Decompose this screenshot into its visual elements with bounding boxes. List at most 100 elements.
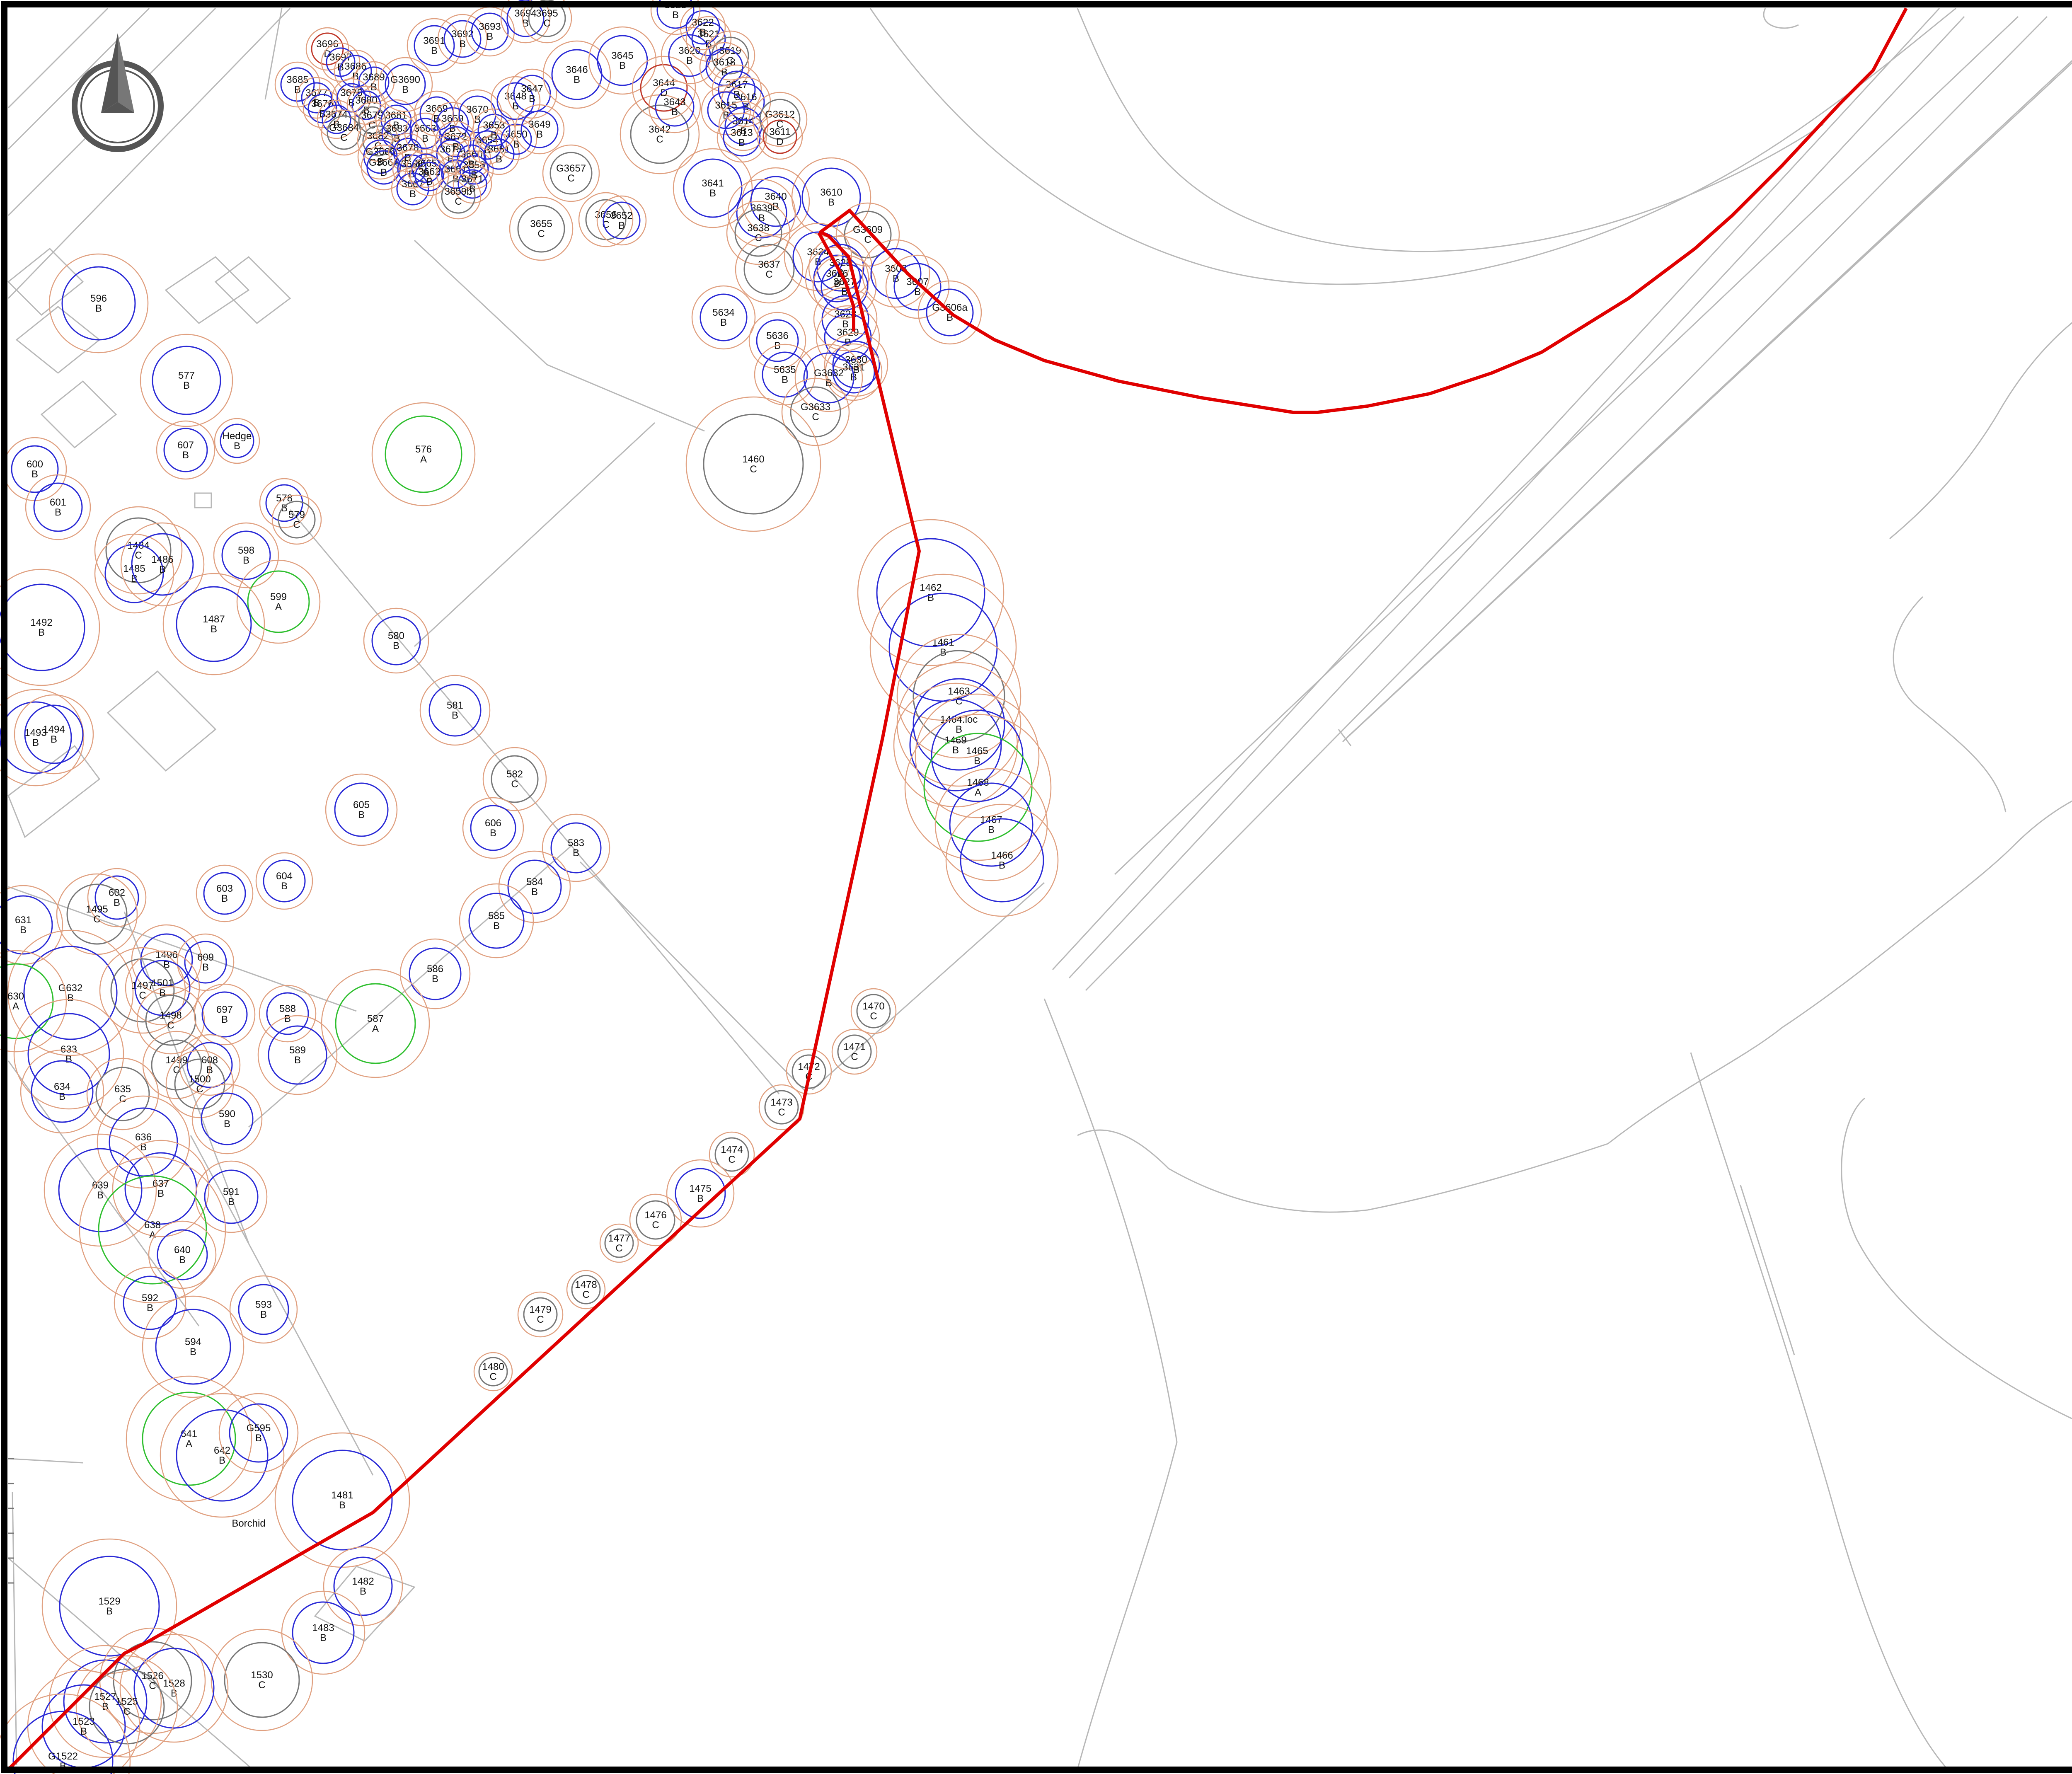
tree-grade-label: C: [119, 1094, 126, 1105]
tree-grade-label: B: [774, 340, 781, 351]
tree-canopy: [414, 25, 455, 66]
tree-grade-label: B: [426, 176, 433, 187]
root-protection-area: [274, 1432, 410, 1568]
tree-id-label: 1529: [98, 1596, 120, 1607]
tree-id-label: 3618: [713, 57, 735, 68]
tree-id-label: 583: [568, 837, 584, 849]
tree-canopy: [762, 351, 808, 398]
tree-id-label: 1473: [770, 1097, 792, 1108]
root-protection-area: [0, 950, 67, 1053]
tree-grade-label: C: [582, 1289, 589, 1300]
root-protection-area: [650, 0, 701, 35]
tree-canopy: [89, 1668, 165, 1745]
railway-line: [1052, 7, 1940, 970]
tree-grade-label: B: [740, 126, 747, 137]
tree-id-label: 3691: [423, 35, 445, 46]
tree-id-label: 3629: [837, 327, 859, 338]
tree-id-label: 598: [238, 545, 254, 556]
root-protection-area: [934, 768, 1048, 881]
root-protection-area: [136, 986, 205, 1055]
tree-grade-label: C: [602, 219, 609, 230]
tree-grade-label: B: [377, 156, 384, 167]
tree-canopy: [893, 263, 942, 311]
tree-grade-label: B: [490, 828, 496, 839]
tree-canopy: [844, 211, 892, 259]
root-protection-area: [632, 56, 696, 120]
tree-grade-label: B: [106, 1606, 113, 1617]
tree-canopy: [145, 995, 196, 1046]
tree-grade-label: A: [12, 1001, 19, 1012]
plot-line: [8, 1557, 253, 1770]
tree-grade-label: C: [864, 234, 871, 245]
tree-id-label: 5634: [712, 307, 734, 318]
tree-canopy: [630, 104, 690, 164]
tree-grade-label: B: [221, 1014, 228, 1025]
bank-edge: [1763, 8, 1799, 29]
tree-id-label: 579: [288, 509, 305, 520]
root-protection-area: [142, 1295, 244, 1398]
tree-grade-label: B: [697, 1193, 704, 1204]
tree-id-label: G3633: [801, 402, 830, 413]
tree-id-label: 3686: [344, 61, 366, 72]
building-outline: [7, 745, 101, 838]
tree-id-label: 3622: [692, 17, 714, 28]
tree-canopy: [176, 586, 252, 662]
tree-grade-label: B: [313, 97, 320, 109]
root-protection-area: [140, 334, 233, 427]
root-protection-area: [214, 418, 260, 464]
tree-id-label: 638: [144, 1220, 161, 1231]
tree-canopy: [268, 1025, 327, 1085]
tree-grade-label: B: [38, 627, 45, 638]
tree-canopy: [409, 947, 462, 1000]
building-outline: [107, 670, 217, 772]
tree-g1522: G1522 B: [0, 1693, 131, 1774]
tree-grade-label: B: [914, 286, 921, 298]
tree-canopy: [792, 231, 844, 283]
tree-id-label: 1471: [843, 1041, 865, 1053]
root-protection-area: [599, 1223, 639, 1263]
tree-canopy: [221, 530, 271, 580]
root-protection-area: [748, 312, 806, 370]
tree-canopy: [931, 709, 1024, 802]
tree-id-label: 3693: [479, 21, 501, 32]
tree-id-label: 3694: [514, 8, 536, 19]
root-protection-area: [542, 144, 600, 202]
tree-grade-label: B: [183, 380, 190, 391]
tree-id-label: 599: [270, 591, 287, 603]
tree-id-label: 1523: [73, 1716, 94, 1727]
tree-grade-label: A: [275, 601, 282, 612]
root-protection-area: [735, 235, 804, 304]
tree-id-label: 1486: [151, 554, 173, 565]
tree-id-label: 600: [27, 459, 43, 470]
tree-id-label: G3684: [329, 122, 359, 133]
root-protection-area: [514, 104, 565, 155]
root-protection-area: [323, 1546, 403, 1626]
tree-id-label: 1485: [123, 563, 145, 574]
tree-id-label: 1479: [529, 1304, 551, 1315]
root-protection-area: [917, 280, 982, 345]
building-outline: [194, 492, 212, 508]
tree-canopy: [441, 179, 476, 214]
root-protection-area: [522, 0, 572, 44]
tree-canopy: [351, 90, 381, 120]
root-protection-area: [435, 173, 482, 220]
root-protection-area: [274, 61, 321, 108]
tree-id-label: 631: [15, 915, 31, 926]
tree-canopy: [792, 1054, 826, 1089]
tree-canopy: [339, 55, 372, 88]
building-outline: [7, 7, 291, 299]
tree-id-label: 1530: [251, 1670, 273, 1681]
tree-canopy: [604, 1228, 634, 1258]
